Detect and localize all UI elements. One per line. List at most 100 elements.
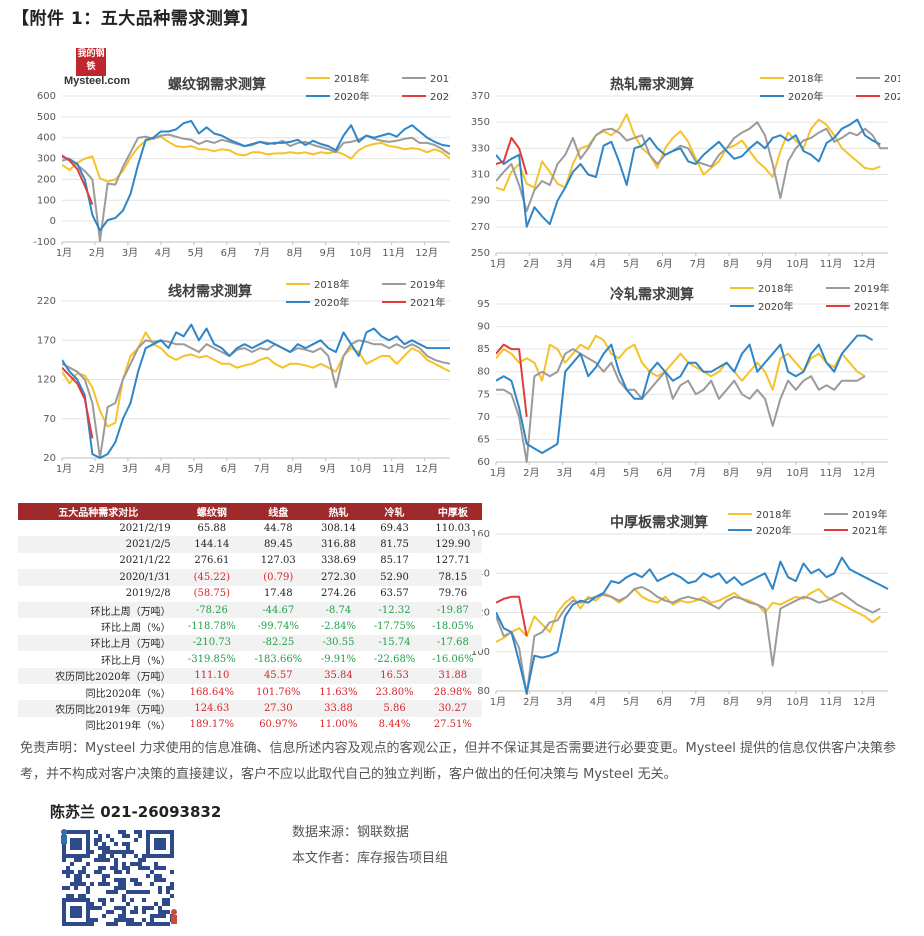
table-cell: -17.75%: [373, 621, 416, 633]
series-line-2019年: [62, 133, 451, 242]
x-tick-label: 4月: [155, 463, 171, 475]
series-line-2020年: [496, 334, 874, 454]
table-cell: 85.17: [380, 555, 409, 567]
x-tick-label: 9月: [756, 258, 772, 270]
table-row: 2021/2/5 144.14 89.45 316.88 81.75 129.90: [18, 536, 482, 553]
y-tick-label: 60: [477, 457, 490, 468]
y-tick-label: 300: [37, 154, 56, 165]
x-tick-label: 6月: [656, 467, 672, 479]
table-cell: -2.84%: [320, 621, 357, 633]
table-cell: 274.26: [320, 588, 356, 600]
x-tick-label: 1月: [490, 696, 506, 708]
table-cell: 189.17%: [189, 719, 235, 731]
x-tick-label: 11月: [382, 247, 405, 259]
table-cell: -12.32: [365, 601, 424, 619]
table-cell: 11.63%: [319, 686, 358, 698]
y-tick-label: 170: [37, 335, 56, 346]
series-line-2019年: [496, 121, 888, 213]
table-cell: -15.74: [365, 634, 424, 652]
legend-label: 2021年: [410, 296, 445, 309]
table-cell: 81.75: [365, 536, 424, 553]
table-header-cell: 冷轧: [365, 503, 424, 520]
row-label: 环比上周（%）: [101, 623, 171, 635]
x-tick-label: 1月: [490, 258, 506, 270]
table-row: 农历同比2020年（万吨） 111.10 45.57 35.84 16.53 31.88: [18, 667, 482, 684]
row-label: 2021/1/22: [119, 555, 171, 567]
x-tick-label: 6月: [221, 463, 237, 475]
x-tick-label: 8月: [723, 467, 739, 479]
y-tick-label: 90: [477, 322, 490, 333]
table-cell: (45.22): [178, 569, 246, 586]
x-tick-label: 7月: [254, 463, 270, 475]
y-tick-label: 65: [477, 434, 490, 445]
series-line-2018年: [62, 331, 451, 428]
data-source: 数据来源：钢联数据: [292, 825, 410, 840]
table-cell: 338.69: [320, 555, 356, 567]
y-tick-label: 270: [471, 222, 490, 233]
wire-svg: 线材需求测算 20 70 120 170 220 1月 2月 3月 4月 5月 6月 7月 8月 9月 10月…: [37, 278, 451, 475]
y-tick-label: 0: [50, 216, 56, 227]
table-cell: 45.57: [245, 667, 312, 684]
table-cell: 69.43: [380, 522, 409, 534]
table-cell: 30.27: [423, 700, 482, 717]
row-label: 同比2020年（%）: [85, 688, 171, 700]
series-line-2018年: [496, 588, 881, 643]
table-cell: -9.91%: [320, 653, 357, 665]
table-cell: 316.88: [311, 536, 366, 553]
legend-label: 2018年: [756, 508, 791, 521]
y-tick-label: 310: [471, 170, 490, 181]
x-tick-label: 7月: [690, 467, 706, 479]
rebar-demand-chart: 螺纹钢需求测算 -100 0 100 200 300 400 500 600 1月 2月 3月 4月 5月…: [18, 60, 458, 260]
x-tick-label: 11月: [820, 696, 843, 708]
x-tick-label: 7月: [254, 247, 270, 259]
y-tick-label: 85: [477, 344, 490, 355]
x-tick-label: 1月: [56, 463, 72, 475]
x-tick-label: 4月: [590, 696, 606, 708]
x-tick-label: 9月: [756, 467, 772, 479]
row-label: 农历同比2020年（万吨）: [18, 667, 179, 684]
x-tick-label: 3月: [122, 463, 138, 475]
x-tick-label: 8月: [287, 463, 303, 475]
series-line-2019年: [496, 348, 866, 463]
x-tick-label: 12月: [853, 467, 876, 479]
table-cell: 31.88: [423, 667, 482, 684]
x-tick-label: 8月: [723, 258, 739, 270]
x-tick-label: 1月: [490, 467, 506, 479]
wire-rod-demand-chart: 线材需求测算 20 70 120 170 220 1月 2月 3月 4月 5月 6月 7月 8月 9月 10月…: [18, 272, 458, 482]
table-cell: 144.14: [178, 536, 246, 553]
table-cell: 11.00%: [319, 719, 358, 731]
table-cell: (58.75): [193, 588, 231, 600]
page-heading: 【附件 1：五大品种需求测算】: [12, 9, 259, 29]
row-label: 同比2019年（%）: [85, 721, 171, 733]
table-cell: 35.84: [311, 667, 366, 684]
x-tick-label: 9月: [320, 463, 336, 475]
disclaimer-text: 免责声明：Mysteel 力求使用的信息准确、信息所述内容及观点的客观公正，但并…: [20, 741, 897, 782]
table-cell: 63.57: [380, 588, 409, 600]
table-cell: 89.45: [245, 536, 312, 553]
x-tick-label: 9月: [756, 696, 772, 708]
x-tick-label: 5月: [188, 463, 204, 475]
legend-label: 2021年: [852, 524, 887, 537]
table-cell: -30.55: [311, 634, 366, 652]
table-row: 环比上周（%） -118.78% -99.74% -2.84% -17.75% -18.0…: [18, 618, 482, 634]
table-cell: 27.30: [245, 700, 312, 717]
legend-label: 2020年: [788, 90, 823, 103]
table-cell: 33.88: [311, 700, 366, 717]
x-tick-label: 4月: [590, 258, 606, 270]
table-header-cell: 中厚板: [423, 503, 482, 520]
series-line-2020年: [496, 118, 881, 228]
x-tick-label: 10月: [349, 463, 372, 475]
x-tick-label: 12月: [853, 696, 876, 708]
table-row: 2021/1/22 276.61 127.03 338.69 85.17 127.71: [18, 553, 482, 569]
y-tick-label: 95: [477, 299, 490, 310]
x-tick-label: 11月: [820, 467, 843, 479]
y-tick-label: 80: [477, 686, 490, 697]
x-tick-label: 2月: [523, 258, 539, 270]
legend-label: 2018年: [334, 72, 369, 85]
table-cell: 17.48: [263, 588, 293, 600]
y-tick-label: 160: [471, 529, 490, 540]
y-tick-label: 220: [37, 296, 56, 307]
cr-svg: 冷轧需求测算 60 65 70 75 80 85 90 95 1月 2月 3月 4月 5月 6月 7月 8月 9月…: [477, 282, 889, 479]
x-tick-label: 11月: [382, 463, 405, 475]
table-cell: -44.67: [245, 601, 312, 619]
